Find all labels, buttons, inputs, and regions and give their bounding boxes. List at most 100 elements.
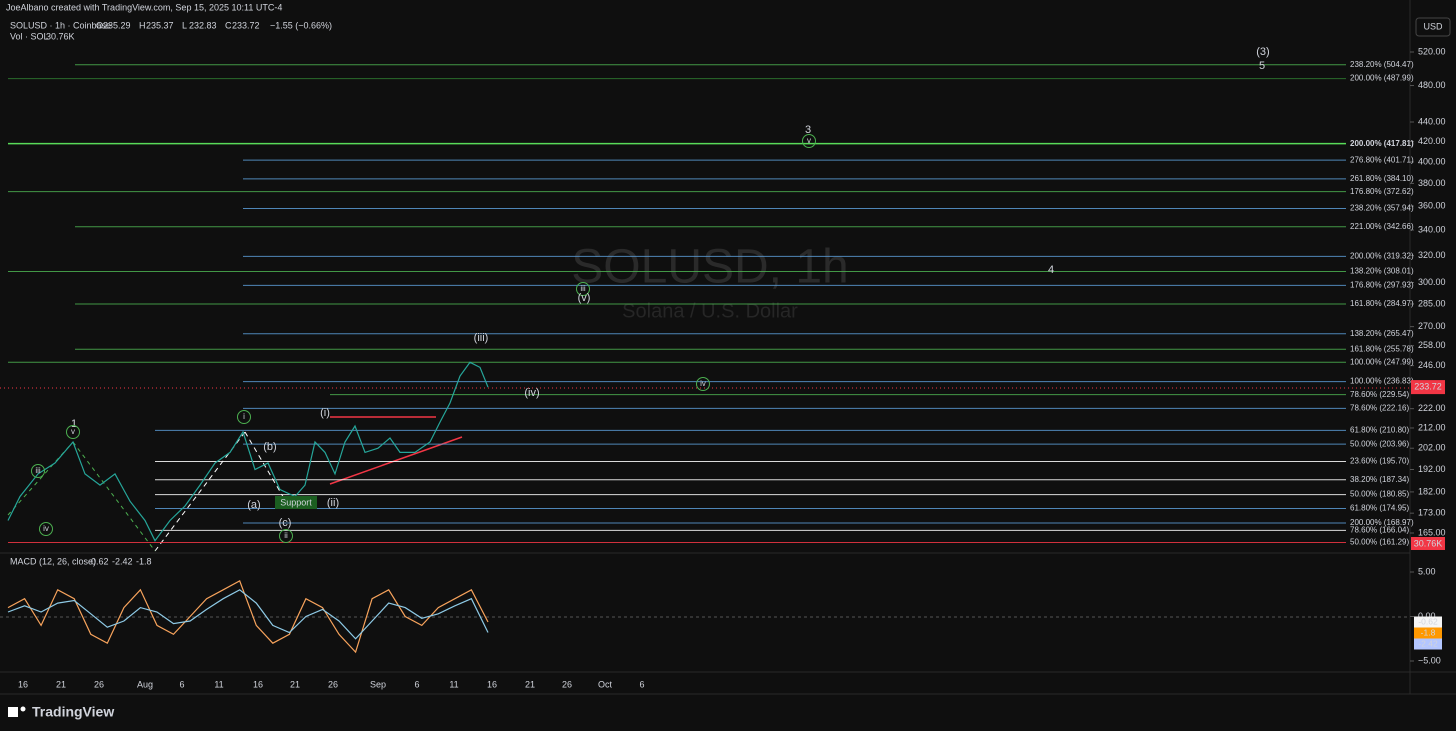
- change: −1.55 (−0.66%): [270, 20, 332, 30]
- ohlc-value: 233.72: [232, 20, 260, 30]
- fib-label: 176.80% (372.62): [1350, 187, 1414, 196]
- ohlc-value: 232.83: [189, 20, 217, 30]
- macd-tick-label: −5.00: [1418, 655, 1441, 665]
- macd-readout: -2.42: [112, 556, 133, 566]
- last-price-label: 233.72: [1414, 381, 1442, 391]
- wave-label: (c): [279, 517, 292, 529]
- wave-label: iii: [35, 466, 41, 475]
- wave-label: 5: [1259, 60, 1265, 72]
- fib-label: 200.00% (168.97): [1350, 518, 1414, 527]
- wave-line: [244, 431, 286, 501]
- y-tick-label: 300.00: [1418, 277, 1446, 287]
- ohlc: O 235.29 H 235.37 L 232.83 C 233.72 −1.55 (−0.66…: [96, 20, 332, 30]
- symbol: SOLUSD · 1h · Coinbase: [10, 20, 111, 30]
- support-label: Support: [280, 497, 312, 507]
- y-tick-label: 258.00: [1418, 340, 1446, 350]
- x-tick-label: 16: [487, 679, 497, 689]
- wave-label: v: [71, 427, 75, 436]
- fib-label: 200.00% (487.99): [1350, 74, 1414, 83]
- y-tick-label: 285.00: [1418, 298, 1446, 308]
- ohlc-key: H: [139, 20, 146, 30]
- fib-label: 238.20% (357.94): [1350, 204, 1414, 213]
- fib-label: 61.80% (174.95): [1350, 504, 1409, 513]
- macd-tag-label: -2.42: [1418, 638, 1438, 648]
- y-tick-label: 520.00: [1418, 46, 1446, 56]
- currency[interactable]: USD: [1423, 21, 1443, 31]
- wave-circle: [39, 522, 53, 536]
- y-tick-label: 165.00: [1418, 527, 1446, 537]
- y-tick-label: 340.00: [1418, 224, 1446, 234]
- wave-circle: [576, 282, 590, 296]
- macd-tag-label: -1.8: [1421, 627, 1436, 637]
- x-tick-label: 6: [639, 679, 644, 689]
- wave-label: iv: [700, 379, 706, 388]
- x-tick-label: 21: [56, 679, 66, 689]
- ohlc-value: 235.37: [146, 20, 174, 30]
- volume-value: 30.76K: [46, 31, 75, 41]
- y-tick-label: 440.00: [1418, 116, 1446, 126]
- watermark-name: Solana / U.S. Dollar: [622, 300, 798, 322]
- fib-label: 161.80% (284.97): [1350, 299, 1414, 308]
- fib-label: 100.00% (247.99): [1350, 357, 1414, 366]
- y-tick-label: 182.00: [1418, 486, 1446, 496]
- y-tick-label: 320.00: [1418, 250, 1446, 260]
- x-tick-label: 6: [414, 679, 419, 689]
- y-tick-label: 270.00: [1418, 321, 1446, 331]
- wave-label: iv: [43, 524, 49, 533]
- wave-circle: [279, 529, 293, 543]
- watermark-symbol: SOLUSD, 1h: [571, 241, 848, 294]
- y-tick-label: 222.00: [1418, 403, 1446, 413]
- x-tick-label: 16: [18, 679, 28, 689]
- x-tick-label: 21: [290, 679, 300, 689]
- macd-tag: [1414, 627, 1442, 639]
- wave-label: (iv): [524, 387, 539, 399]
- fib-label: 50.00% (180.85): [1350, 490, 1409, 499]
- brand: TradingView: [32, 704, 114, 720]
- wave-circle: [66, 425, 80, 439]
- y-tick-label: 173.00: [1418, 508, 1446, 518]
- x-tick-label: 6: [179, 679, 184, 689]
- macd-tick-label: 0.00: [1418, 611, 1436, 621]
- wave-line: [154, 431, 246, 552]
- credit: JoeAlbano created with TradingView.com, …: [6, 2, 282, 12]
- fib-label: 161.80% (255.78): [1350, 344, 1414, 353]
- fib-label: 200.00% (319.32): [1350, 251, 1414, 260]
- x-tick-label: 11: [449, 679, 458, 689]
- fib-label: 61.80% (210.80): [1350, 425, 1409, 434]
- y-tick-label: 380.00: [1418, 178, 1446, 188]
- wave-label: i: [243, 412, 245, 421]
- macd-tag: [1414, 616, 1442, 628]
- brand-logo: [8, 706, 26, 717]
- support-box: [275, 496, 317, 509]
- wave-label: v: [807, 136, 811, 145]
- fib-label: 50.00% (203.96): [1350, 439, 1409, 448]
- volume-tag: [1411, 537, 1445, 550]
- ohlc-key: C: [225, 20, 232, 30]
- price-line: [7, 361, 489, 542]
- macd-tag: [1414, 638, 1442, 650]
- volume-label: Vol · SOL: [10, 31, 49, 41]
- wave-label: (iii): [474, 332, 489, 344]
- macd-tick-label: 5.00: [1418, 566, 1436, 576]
- fib-label: 238.20% (504.47): [1350, 60, 1414, 69]
- x-tick-label: 26: [328, 679, 338, 689]
- y-tick-label: 400.00: [1418, 156, 1446, 166]
- y-tick-label: 202.00: [1418, 443, 1446, 453]
- volume-tag-label: 30.76K: [1414, 538, 1443, 548]
- y-tick-label: 480.00: [1418, 80, 1446, 90]
- wave-label: (v): [578, 292, 591, 304]
- ohlc-value: 235.29: [103, 20, 131, 30]
- ohlc-key: L: [182, 20, 187, 30]
- wave-label: (3): [1256, 46, 1269, 58]
- fib-label: 23.60% (195.70): [1350, 457, 1409, 466]
- fib-label: 176.80% (297.93): [1350, 280, 1414, 289]
- currency-box[interactable]: [1415, 17, 1451, 37]
- y-tick-label: 360.00: [1418, 200, 1446, 210]
- fib-label: 138.20% (265.47): [1350, 329, 1414, 338]
- macd-readout: -0.62: [88, 556, 109, 566]
- y-tick-label: 212.00: [1418, 422, 1446, 432]
- macd-line: [7, 580, 489, 654]
- macd-readout: -1.8: [136, 556, 152, 566]
